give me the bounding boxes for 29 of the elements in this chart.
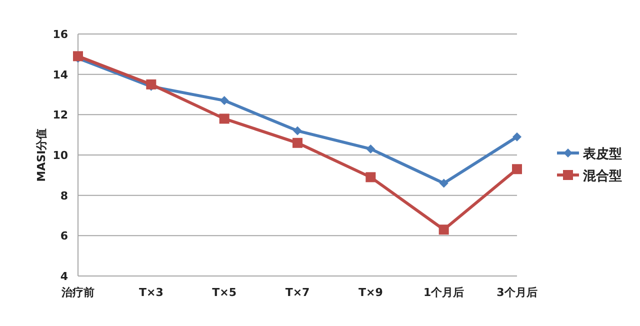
x-tick-label: T×5	[212, 286, 237, 299]
point	[220, 96, 229, 106]
point	[366, 144, 376, 154]
point	[366, 172, 376, 182]
x-tick-label: 1个月后	[424, 286, 464, 299]
y-tick-label: 6	[60, 230, 68, 243]
point	[219, 114, 230, 124]
y-tick-label: 12	[52, 108, 68, 122]
point	[293, 126, 302, 136]
x-tick-label: 治疗前	[60, 286, 94, 299]
x-tick-label: 3个月后	[496, 286, 538, 299]
point	[292, 138, 302, 148]
y-tick-label: 10	[52, 149, 68, 162]
point	[512, 132, 522, 142]
point	[73, 51, 83, 62]
legend-label: 表皮型	[582, 147, 622, 162]
x-tick-label: T×3	[138, 286, 164, 299]
point	[146, 79, 156, 90]
y-tick-label: 14	[52, 68, 68, 82]
y-tick-label: 4	[60, 270, 68, 283]
y-tick-label: 16	[52, 28, 68, 41]
x-tick-label: T×9	[358, 286, 383, 299]
point	[439, 178, 448, 188]
point	[438, 224, 449, 235]
y-axis-title: MASI分值	[35, 128, 48, 182]
legend-label: 混合型	[582, 168, 622, 184]
y-tick-label: 8	[60, 189, 68, 202]
point	[512, 164, 522, 174]
x-tick-label: T×7	[285, 286, 310, 299]
